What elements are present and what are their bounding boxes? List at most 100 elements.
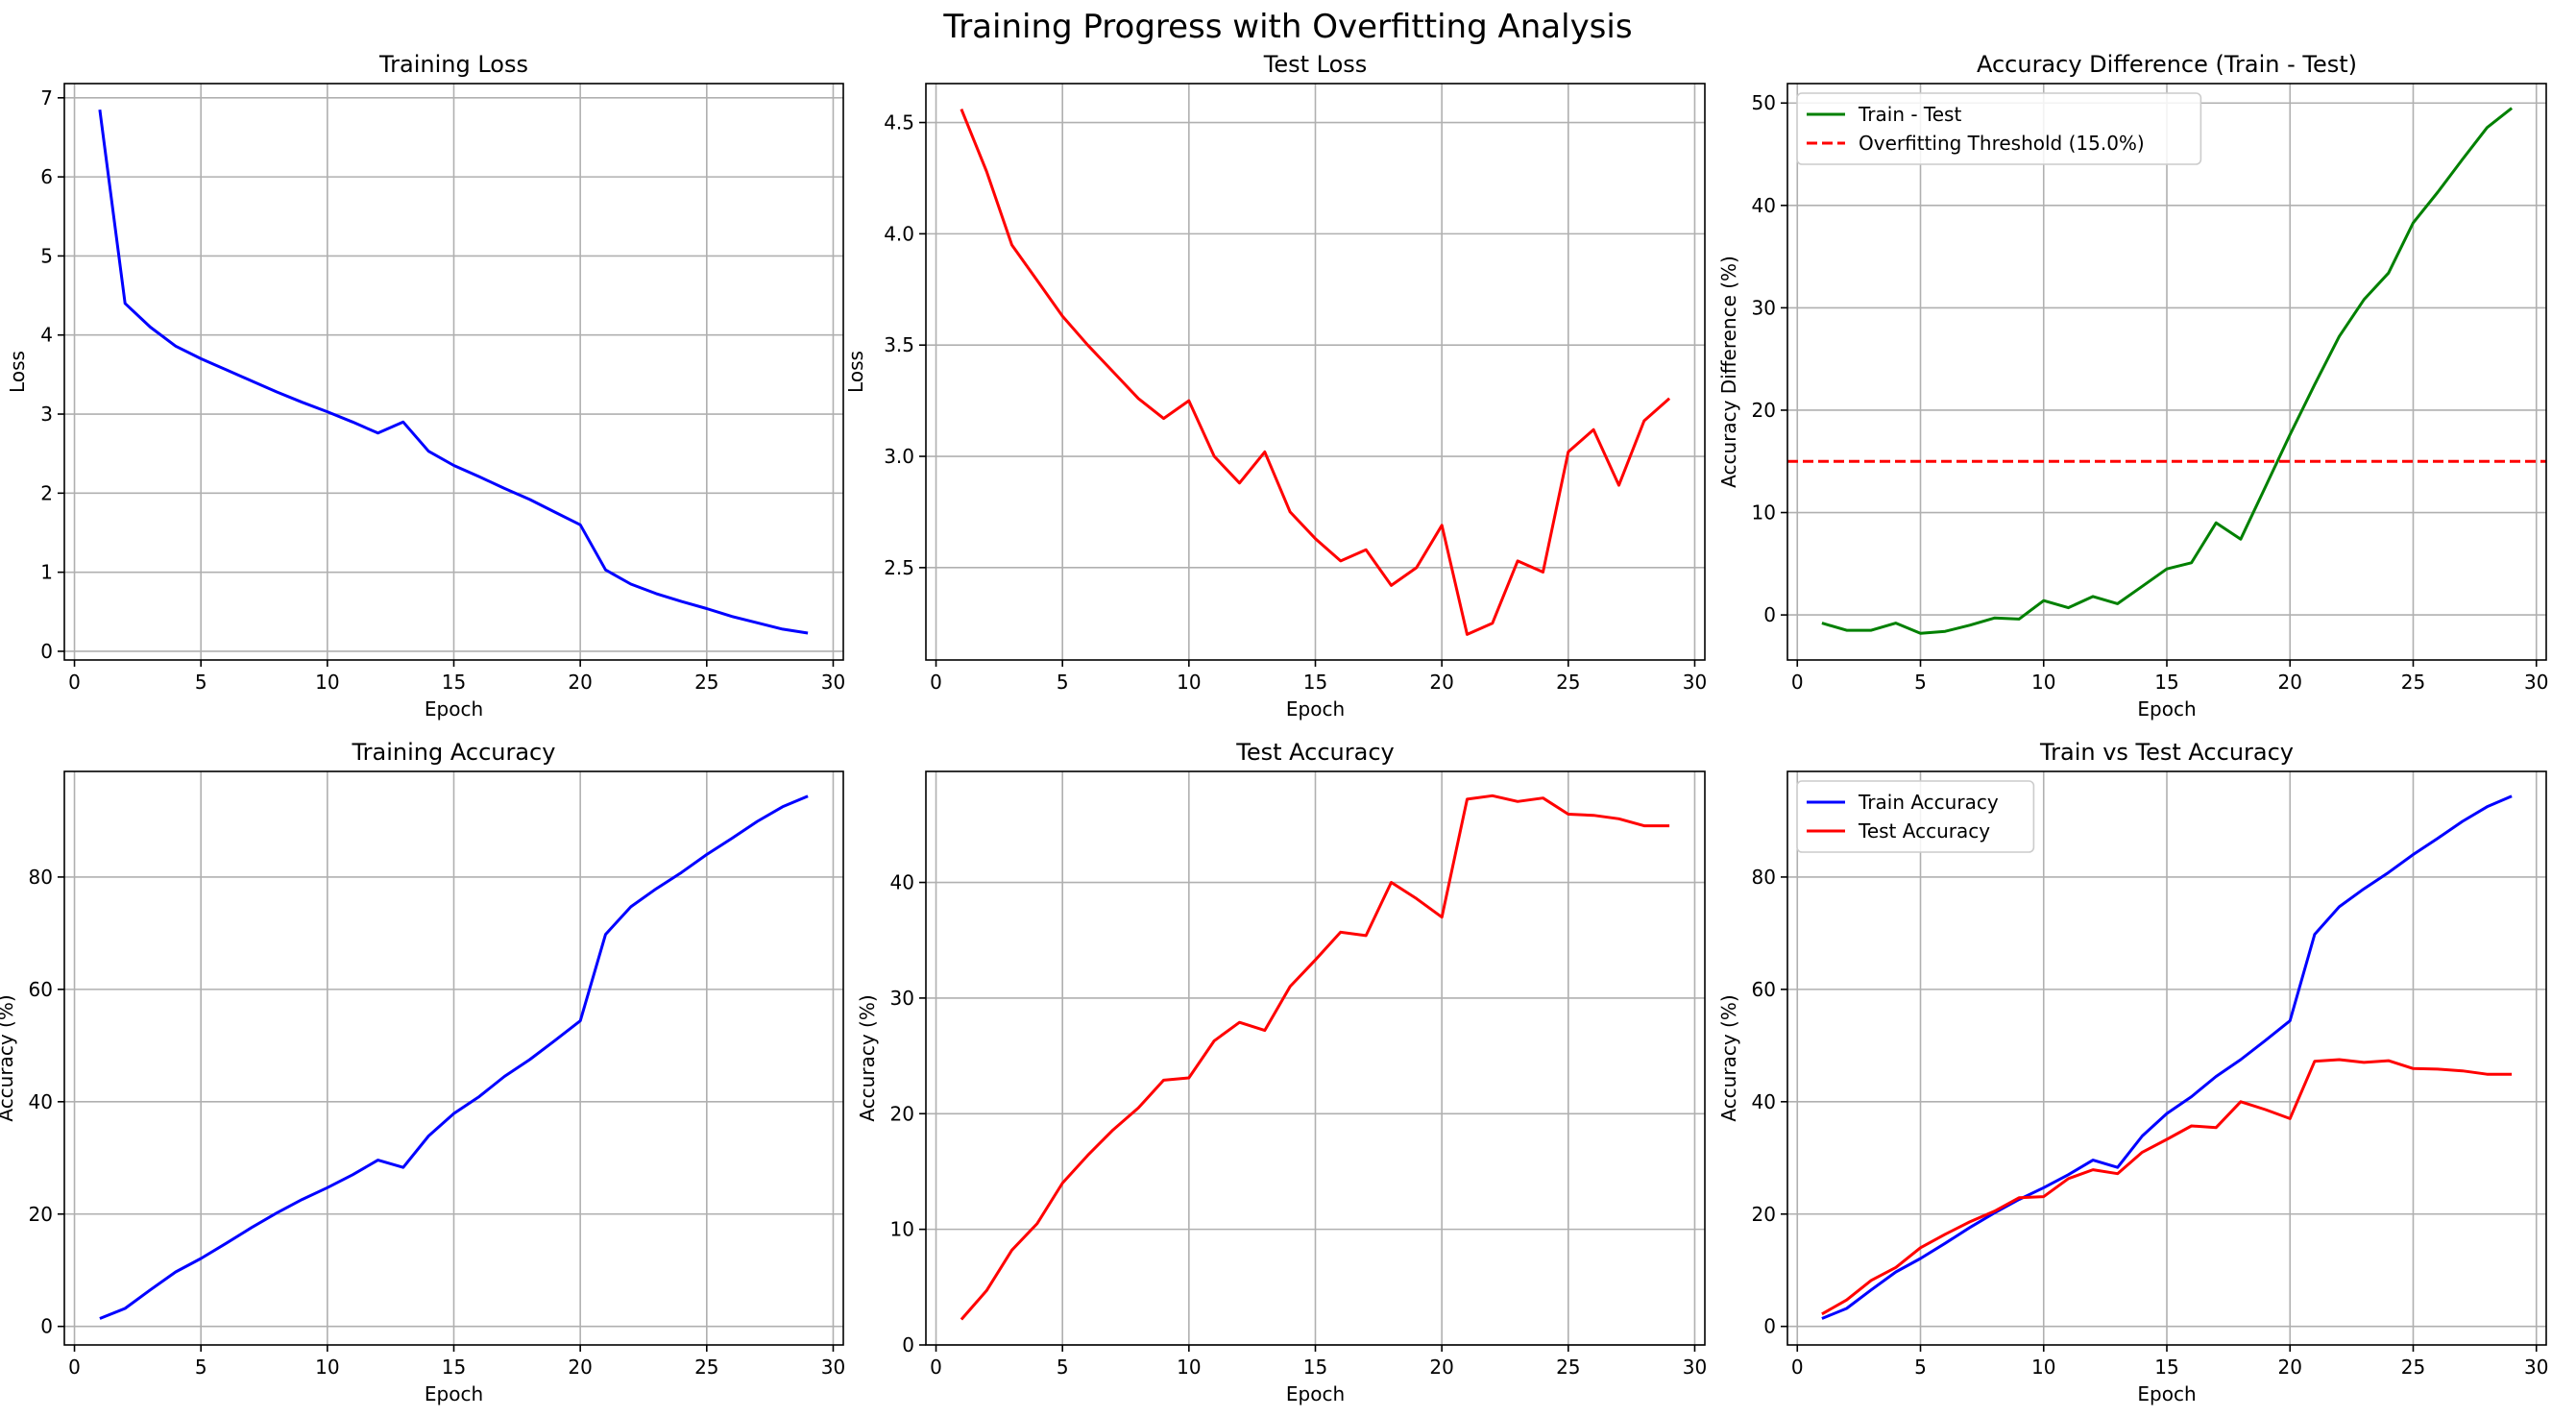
- y-tick-label: 6: [40, 165, 53, 188]
- subplot-title: Test Accuracy: [1235, 739, 1394, 766]
- subplot-title: Test Loss: [1263, 51, 1368, 78]
- series-line-1: [960, 109, 1671, 636]
- series-line-1: [1821, 107, 2514, 635]
- x-tick-label: 30: [2524, 1356, 2548, 1379]
- x-tick-label: 30: [1683, 671, 1707, 694]
- x-tick-label: 20: [2278, 1356, 2302, 1379]
- y-axis-label: Accuracy (%): [1717, 994, 1740, 1121]
- subplot-6: 0 5 10 15 20 25 30 0 20 40 60 80 Train vs Test Accur…: [1717, 739, 2548, 1405]
- x-tick-label: 0: [930, 671, 942, 694]
- x-tick-label: 5: [1057, 671, 1069, 694]
- y-tick-label: 4.0: [884, 222, 914, 245]
- x-tick-label: 25: [2401, 671, 2425, 694]
- x-tick-label: 0: [68, 671, 81, 694]
- y-tick-label: 0: [40, 640, 53, 663]
- x-tick-label: 20: [568, 671, 592, 694]
- x-tick-label: 0: [1791, 671, 1804, 694]
- y-tick-label: 40: [1752, 1090, 1776, 1113]
- y-tick-label: 60: [29, 978, 53, 1001]
- subplot-3: 0 5 10 15 20 25 30 0 10 20 30 40 50 Accuracy Differen…: [1717, 51, 2548, 721]
- x-tick-label: 0: [1791, 1356, 1804, 1379]
- subplot-2: 0 5 10 15 20 25 30 2.5 3.0 3.5 4.0 4.5 Test Loss Epoc…: [844, 51, 1707, 721]
- x-tick-label: 25: [1556, 1356, 1580, 1379]
- y-tick-label: 3.0: [884, 445, 914, 468]
- x-axis-label: Epoch: [1286, 697, 1345, 721]
- y-axis-label: Accuracy (%): [856, 994, 879, 1121]
- y-tick-label: 5: [40, 244, 53, 267]
- x-tick-label: 30: [2524, 671, 2548, 694]
- subplot-title: Accuracy Difference (Train - Test): [1977, 51, 2357, 78]
- series-line-1: [960, 794, 1670, 1321]
- y-axis-label: Loss: [844, 351, 867, 393]
- series-line-1: [99, 794, 809, 1320]
- x-tick-label: 15: [442, 671, 466, 694]
- x-tick-label: 10: [315, 1356, 339, 1379]
- y-tick-label: 1: [40, 561, 53, 584]
- subplot-1: 0 5 10 15 20 25 30 0 1 2 3 4 5 6 7 Training Loss Epoch Lo…: [6, 51, 845, 721]
- series-line-1: [1821, 794, 2513, 1320]
- y-tick-label: 50: [1752, 91, 1776, 114]
- x-tick-label: 10: [2031, 1356, 2055, 1379]
- x-tick-label: 5: [1914, 671, 1927, 694]
- x-tick-label: 0: [68, 1356, 81, 1379]
- y-tick-label: 80: [1752, 866, 1776, 889]
- y-tick-label: 20: [1752, 1203, 1776, 1226]
- x-tick-label: 10: [1177, 1356, 1201, 1379]
- y-axis-label: Accuracy (%): [0, 994, 17, 1121]
- x-tick-label: 10: [315, 671, 339, 694]
- x-tick-label: 15: [1303, 1356, 1327, 1379]
- y-tick-label: 10: [890, 1218, 914, 1241]
- y-tick-label: 30: [890, 987, 914, 1010]
- subplot-title: Training Accuracy: [352, 739, 556, 766]
- subplot-title: Training Loss: [378, 51, 528, 78]
- x-tick-label: 5: [195, 671, 207, 694]
- y-tick-label: 20: [29, 1203, 53, 1226]
- y-tick-label: 80: [29, 866, 53, 889]
- y-tick-label: 0: [902, 1333, 914, 1356]
- y-tick-label: 2.5: [884, 556, 914, 579]
- x-tick-label: 30: [821, 671, 845, 694]
- x-tick-label: 0: [930, 1356, 942, 1379]
- series-line-2: [1821, 1058, 2513, 1316]
- y-tick-label: 60: [1752, 978, 1776, 1001]
- y-tick-label: 20: [1752, 399, 1776, 422]
- x-tick-label: 15: [1303, 671, 1327, 694]
- x-tick-label: 20: [1429, 671, 1453, 694]
- legend: Train Accuracy Test Accuracy: [1796, 780, 2035, 853]
- x-tick-label: 30: [821, 1356, 845, 1379]
- x-axis-label: Epoch: [1286, 1382, 1345, 1405]
- legend-box: [1796, 92, 2202, 165]
- y-axis-label: Accuracy Difference (%): [1717, 256, 1740, 488]
- x-axis-label: Epoch: [425, 697, 483, 721]
- legend-box: [1796, 780, 2035, 853]
- x-tick-label: 25: [2401, 1356, 2425, 1379]
- x-tick-label: 20: [1429, 1356, 1453, 1379]
- x-tick-label: 5: [1914, 1356, 1927, 1379]
- legend: Train - Test Overfitting Threshold (15.0%…: [1796, 92, 2202, 165]
- y-tick-label: 40: [29, 1090, 53, 1113]
- x-tick-label: 20: [568, 1356, 592, 1379]
- y-tick-label: 2: [40, 481, 53, 504]
- y-tick-label: 40: [890, 871, 914, 894]
- subplot-5: 0 5 10 15 20 25 30 0 10 20 30 40 Test Accuracy Epoch A…: [856, 739, 1707, 1405]
- y-tick-label: 10: [1752, 501, 1776, 525]
- y-tick-label: 3: [40, 403, 53, 426]
- x-axis-label: Epoch: [425, 1382, 483, 1405]
- x-tick-label: 25: [1556, 671, 1580, 694]
- figure-title: Training Progress with Overfitting Analy…: [943, 8, 1633, 46]
- series-line-1: [98, 110, 809, 635]
- legend-entry: Train - Test: [1858, 103, 1961, 126]
- x-tick-label: 15: [442, 1356, 466, 1379]
- y-tick-label: 0: [1763, 603, 1776, 626]
- x-tick-label: 15: [2154, 1356, 2178, 1379]
- x-tick-label: 20: [2278, 671, 2302, 694]
- x-axis-label: Epoch: [2137, 697, 2196, 721]
- x-axis-label: Epoch: [2137, 1382, 2196, 1405]
- y-axis-label: Loss: [6, 351, 29, 393]
- x-tick-label: 25: [694, 1356, 718, 1379]
- legend-entry: Overfitting Threshold (15.0%): [1859, 132, 2145, 155]
- y-tick-label: 4: [40, 324, 53, 347]
- legend-entry: Train Accuracy: [1858, 791, 1999, 814]
- x-tick-label: 15: [2154, 671, 2178, 694]
